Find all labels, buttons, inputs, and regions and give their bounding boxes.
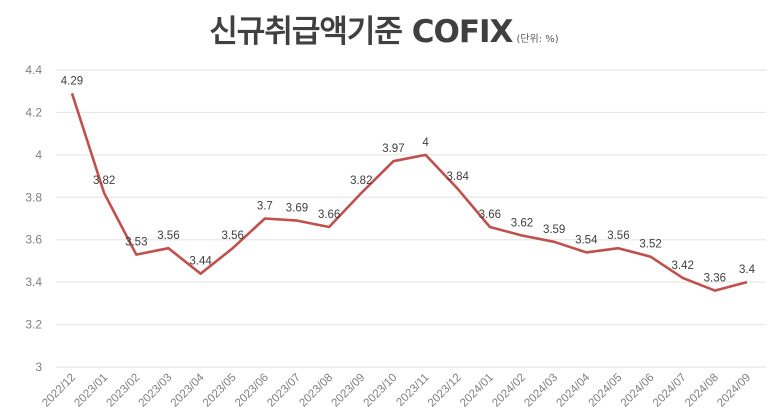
x-tick-label: 2023/06 bbox=[233, 372, 271, 410]
x-tick-label: 2023/09 bbox=[330, 372, 368, 410]
y-tick-label: 3.2 bbox=[25, 318, 42, 332]
x-tick-label: 2023/10 bbox=[362, 372, 400, 410]
x-tick-label: 2024/02 bbox=[490, 372, 528, 410]
data-label: 3.84 bbox=[447, 171, 470, 183]
y-tick-label: 4.2 bbox=[25, 105, 42, 119]
x-tick-label: 2023/07 bbox=[265, 372, 303, 410]
data-label: 3.54 bbox=[575, 234, 598, 246]
y-tick-label: 3.4 bbox=[25, 275, 42, 289]
data-label: 3.53 bbox=[125, 237, 147, 249]
data-label: 4.29 bbox=[61, 75, 83, 87]
x-tick-label: 2024/09 bbox=[715, 372, 753, 410]
x-tick-label: 2024/08 bbox=[683, 372, 721, 410]
x-tick-label: 2023/03 bbox=[137, 372, 175, 410]
x-tick-label: 2023/01 bbox=[72, 372, 110, 410]
chart-title: 신규취급액기준 COFIX (단위: %) bbox=[0, 6, 768, 51]
x-axis: 2022/122023/012023/022023/032023/042023/… bbox=[40, 371, 753, 409]
data-label: 3.44 bbox=[189, 256, 212, 268]
data-label: 3.97 bbox=[382, 143, 404, 155]
y-tick-label: 3 bbox=[35, 360, 42, 374]
y-tick-label: 3.6 bbox=[25, 233, 42, 247]
data-label: 3.59 bbox=[543, 224, 565, 236]
data-label: 3.69 bbox=[286, 203, 308, 215]
data-label: 3.56 bbox=[157, 230, 179, 242]
y-tick-label: 4 bbox=[35, 148, 42, 162]
data-label: 4 bbox=[422, 137, 429, 149]
data-labels: 4.293.823.533.563.443.563.7 3.693.663.823… bbox=[61, 75, 756, 284]
data-label: 3.36 bbox=[704, 273, 726, 285]
data-label: 3.4 bbox=[739, 264, 756, 276]
y-axis: 3 3.2 3.4 3.6 3.8 4 4.2 4.4 bbox=[25, 63, 42, 374]
data-label: 3.62 bbox=[511, 217, 533, 229]
cofix-series-line bbox=[70, 92, 748, 292]
x-tick-label: 2022/12 bbox=[40, 372, 78, 410]
data-label: 3.42 bbox=[672, 260, 694, 272]
x-tick-label: 2023/04 bbox=[169, 371, 207, 409]
x-tick-label: 2023/11 bbox=[394, 372, 431, 409]
x-tick-label: 2023/08 bbox=[297, 372, 335, 410]
y-tick-label: 3.8 bbox=[25, 190, 42, 204]
chart-unit-label: (단위: %) bbox=[516, 34, 559, 45]
y-tick-label: 4.4 bbox=[25, 63, 42, 77]
data-label: 3.66 bbox=[318, 209, 340, 221]
gridlines bbox=[56, 69, 766, 368]
x-tick-label: 2024/01 bbox=[458, 372, 496, 410]
x-tick-label: 2023/12 bbox=[426, 372, 464, 410]
data-label: 3.82 bbox=[93, 175, 115, 187]
x-tick-label: 2023/02 bbox=[105, 372, 143, 410]
data-label: 3.7 bbox=[257, 201, 273, 213]
data-label: 3.82 bbox=[350, 175, 372, 187]
x-tick-label: 2024/06 bbox=[619, 372, 657, 410]
data-label: 3.52 bbox=[639, 239, 661, 251]
x-tick-label: 2023/05 bbox=[201, 372, 239, 410]
data-label: 3.56 bbox=[222, 230, 244, 242]
x-tick-label: 2024/05 bbox=[587, 372, 625, 410]
data-label: 3.56 bbox=[607, 230, 629, 242]
x-tick-label: 2024/07 bbox=[651, 372, 689, 410]
chart-title-text: 신규취급액기준 COFIX bbox=[209, 14, 513, 50]
x-tick-label: 2024/03 bbox=[522, 372, 560, 410]
x-tick-label: 2024/04 bbox=[555, 371, 593, 409]
data-label: 3.66 bbox=[479, 209, 501, 221]
